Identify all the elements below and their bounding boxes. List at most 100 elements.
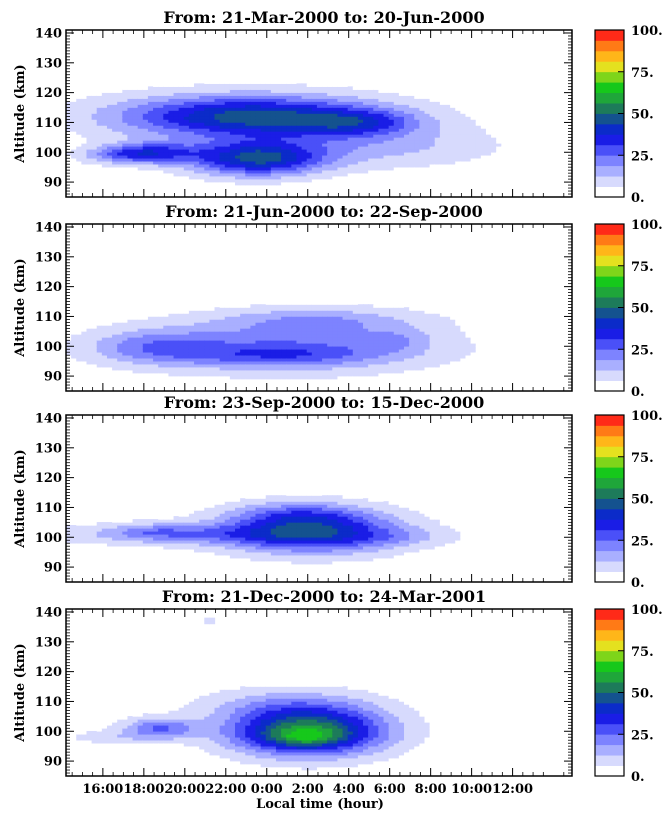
heatmap-cell	[117, 536, 123, 541]
heatmap-cell	[398, 360, 405, 365]
heatmap-cell	[178, 539, 185, 544]
heatmap-cell	[275, 92, 282, 96]
heatmap-cell	[240, 143, 246, 147]
heatmap-cell	[86, 122, 93, 126]
heatmap-cell	[281, 175, 287, 180]
heatmap-cell	[388, 342, 395, 347]
heatmap-cell	[337, 301, 344, 305]
heatmap-cell	[398, 107, 405, 111]
heatmap-cell	[204, 172, 210, 177]
heatmap-cell	[219, 143, 226, 147]
heatmap-cell	[81, 363, 88, 368]
heatmap-cell	[158, 148, 164, 153]
heatmap-cell	[147, 345, 154, 350]
heatmap-cell	[296, 131, 303, 135]
heatmap-cell	[235, 92, 241, 96]
heatmap-cell	[429, 345, 436, 350]
heatmap-cell	[66, 116, 72, 120]
heatmap-cell	[183, 366, 190, 371]
heatmap-cell	[291, 110, 298, 114]
heatmap-cell	[439, 98, 446, 102]
heatmap-cell	[301, 89, 308, 93]
heatmap-cell	[229, 348, 236, 353]
heatmap-cell	[163, 363, 170, 368]
heatmap-cell	[368, 331, 374, 335]
colorbar-swatch	[595, 359, 624, 371]
heatmap-cell	[357, 316, 364, 320]
heatmap-cell	[224, 83, 231, 87]
heatmap-cell	[306, 319, 313, 323]
heatmap-cell	[378, 372, 385, 377]
heatmap-cell	[204, 325, 210, 329]
heatmap-cell	[439, 313, 446, 317]
heatmap-cell	[183, 137, 190, 141]
heatmap-cell	[311, 363, 318, 368]
heatmap-cell	[270, 125, 277, 129]
heatmap-cell	[214, 310, 221, 314]
heatmap-cell	[235, 175, 241, 180]
heatmap-cell	[76, 140, 82, 144]
heatmap-cell	[178, 340, 185, 344]
heatmap-cell	[281, 80, 287, 84]
heatmap-cell	[444, 316, 451, 320]
colorbar-swatch	[595, 338, 624, 350]
heatmap-cell	[81, 151, 88, 156]
heatmap-cell	[470, 140, 477, 144]
heatmap-cell	[112, 122, 118, 126]
heatmap-cell	[291, 345, 298, 350]
heatmap-cell	[363, 151, 369, 156]
heatmap-cell	[188, 331, 195, 335]
heatmap-cell	[398, 95, 405, 99]
heatmap-cell	[450, 334, 456, 338]
heatmap-cell	[363, 160, 369, 165]
heatmap-cell	[245, 148, 251, 153]
heatmap-cell	[147, 89, 154, 93]
heatmap-cell	[183, 328, 190, 332]
heatmap-cell	[255, 172, 262, 177]
heatmap-cell	[296, 151, 303, 156]
heatmap-cell	[245, 157, 251, 162]
heatmap-cell	[347, 95, 354, 99]
heatmap-cell	[188, 107, 195, 111]
heatmap-cell	[209, 366, 216, 371]
heatmap-cell	[214, 92, 221, 96]
heatmap-cell	[142, 163, 149, 168]
heatmap-cell	[132, 148, 139, 153]
heatmap-cell	[383, 345, 390, 350]
heatmap-cell	[229, 143, 236, 147]
heatmap-cell	[347, 163, 354, 168]
heatmap-cell	[398, 163, 405, 168]
heatmap-cell	[188, 516, 195, 520]
heatmap-cell	[96, 116, 103, 120]
heatmap-cell	[219, 363, 226, 368]
heatmap-cell	[219, 310, 226, 314]
heatmap-cell	[66, 125, 72, 129]
heatmap-cell	[281, 337, 287, 341]
heatmap-cell	[235, 313, 241, 317]
heatmap-cell	[229, 360, 236, 365]
heatmap-cell	[270, 134, 277, 138]
heatmap-cell	[219, 86, 226, 90]
heatmap-cell	[342, 334, 349, 338]
heatmap-cell	[101, 531, 108, 535]
heatmap-cell	[286, 113, 292, 117]
heatmap-cell	[106, 151, 113, 156]
heatmap-cell	[378, 360, 385, 365]
heatmap-cell	[66, 345, 72, 350]
heatmap-cell	[132, 140, 139, 144]
heatmap-cell	[444, 366, 451, 371]
heatmap-cell	[245, 128, 251, 132]
heatmap-cell	[281, 154, 287, 159]
heatmap-cell	[173, 95, 180, 99]
heatmap-cell	[209, 354, 216, 359]
y-tick-label: 120	[35, 280, 62, 295]
heatmap-cell	[301, 304, 308, 308]
heatmap-cell	[316, 157, 323, 162]
heatmap-cell	[347, 334, 354, 338]
heatmap-cell	[235, 137, 241, 141]
heatmap-cell	[311, 95, 318, 99]
heatmap-cell	[450, 357, 456, 362]
heatmap-cell	[158, 163, 164, 168]
heatmap-cell	[168, 322, 175, 326]
heatmap-cell	[316, 110, 323, 114]
